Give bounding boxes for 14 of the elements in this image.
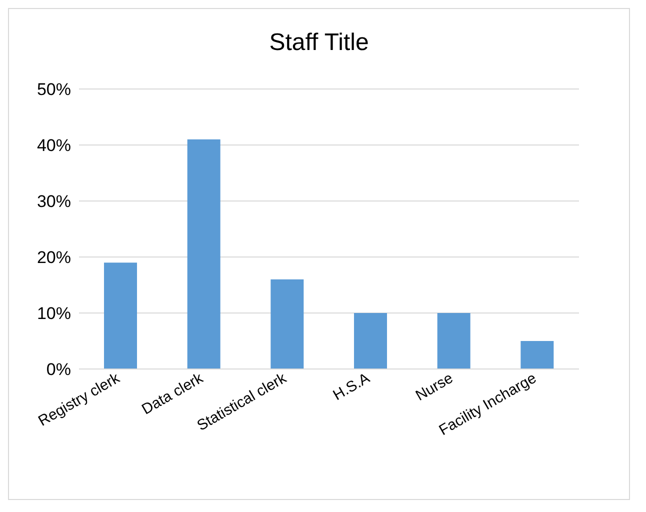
chart-title: Staff Title	[268, 28, 370, 58]
y-tick-label: 20%	[36, 248, 71, 268]
bar	[354, 313, 387, 369]
y-tick-label: 10%	[36, 304, 71, 324]
y-tick-label: 50%	[36, 80, 71, 100]
bar	[104, 262, 137, 369]
bar	[187, 139, 220, 369]
y-tick-label: 0%	[46, 360, 71, 380]
bar	[520, 341, 554, 369]
bar	[437, 313, 470, 369]
y-tick-label: 30%	[36, 192, 71, 212]
y-tick-label: 40%	[36, 136, 71, 156]
x-tick-label: Nurse	[412, 370, 456, 404]
bar	[270, 279, 304, 369]
